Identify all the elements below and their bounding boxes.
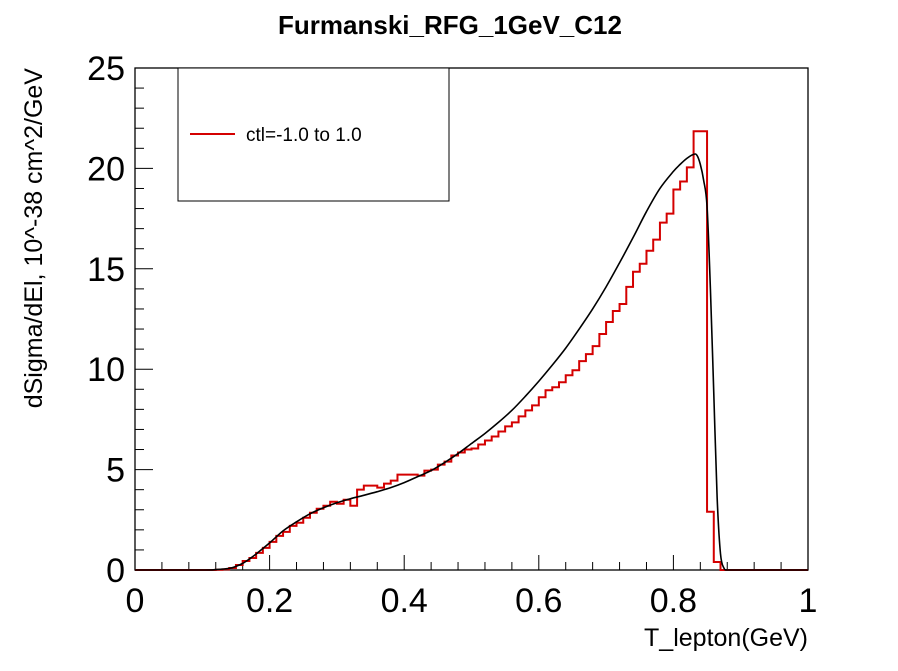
y-tick-label: 15 (87, 251, 125, 289)
x-axis-label: T_lepton(GeV) (644, 624, 808, 652)
y-tick-label: 20 (87, 150, 125, 188)
y-tick-label: 10 (87, 351, 125, 389)
y-axis-ticks (135, 67, 153, 571)
y-tick-label: 0 (106, 552, 125, 590)
x-tick-label: 1 (799, 582, 818, 620)
x-tick-label: 0.4 (381, 582, 428, 620)
legend-entry-label: ctl=-1.0 to 1.0 (246, 125, 362, 146)
x-axis-tick-labels: 0 0.2 0.4 0.6 0.8 1 (126, 582, 818, 620)
chart-title: Furmanski_RFG_1GeV_C12 (278, 10, 622, 40)
x-tick-label: 0.8 (650, 582, 697, 620)
y-axis-label: dSigma/dEl, 10^-38 cm^2/GeV (20, 68, 48, 409)
plot-frame (134, 67, 809, 571)
legend: ctl=-1.0 to 1.0 (177, 67, 450, 202)
series-smooth-curve (135, 153, 808, 571)
y-tick-label: 25 (87, 50, 125, 88)
y-tick-label: 5 (106, 452, 125, 490)
x-tick-label: 0.2 (246, 582, 293, 620)
y-axis-tick-labels: 0 5 10 15 20 25 (87, 50, 125, 590)
x-tick-label: 0 (126, 582, 145, 620)
x-axis-ticks (134, 555, 809, 570)
x-tick-label: 0.6 (515, 582, 562, 620)
